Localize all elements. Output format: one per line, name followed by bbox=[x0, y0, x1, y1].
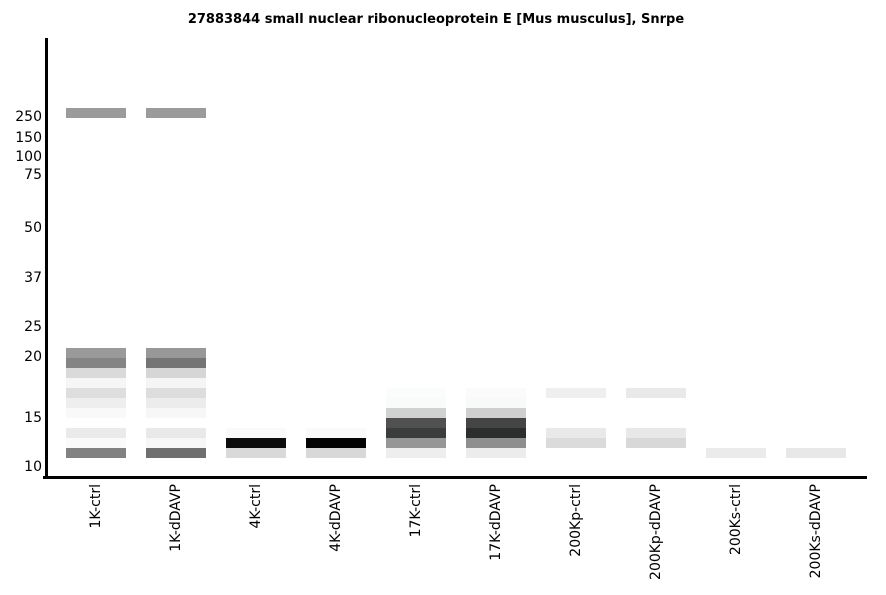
gel-band bbox=[146, 358, 206, 368]
gel-band bbox=[146, 408, 206, 418]
gel-band bbox=[66, 438, 126, 448]
gel-band bbox=[626, 388, 686, 398]
gel-band bbox=[146, 428, 206, 438]
y-axis-label: 75 bbox=[24, 167, 42, 183]
gel-band bbox=[146, 388, 206, 398]
y-axis-label: 20 bbox=[24, 349, 42, 365]
x-axis-label: 200Ks-dDAVP bbox=[808, 484, 824, 579]
y-axis-label: 50 bbox=[24, 220, 42, 236]
gel-band bbox=[146, 448, 206, 458]
gel-band bbox=[386, 408, 446, 418]
x-axis-line bbox=[43, 476, 867, 479]
x-axis-label: 1K-dDAVP bbox=[168, 484, 184, 552]
gel-band bbox=[386, 448, 446, 458]
gel-band bbox=[146, 398, 206, 408]
y-axis-label: 25 bbox=[24, 319, 42, 335]
gel-band bbox=[66, 378, 126, 388]
gel-band bbox=[466, 418, 526, 428]
gel-band bbox=[306, 448, 366, 458]
gel-band bbox=[66, 108, 126, 118]
gel-band bbox=[306, 438, 366, 448]
gel-band bbox=[466, 448, 526, 458]
gel-band bbox=[466, 398, 526, 408]
x-axis-label: 17K-ctrl bbox=[408, 484, 424, 538]
gel-band bbox=[226, 448, 286, 458]
gel-band bbox=[66, 358, 126, 368]
gel-band bbox=[226, 428, 286, 438]
x-axis-label: 200Ks-ctrl bbox=[728, 484, 744, 556]
gel-band bbox=[66, 448, 126, 458]
gel-band bbox=[306, 428, 366, 438]
gel-band bbox=[386, 428, 446, 438]
gel-band bbox=[146, 368, 206, 378]
gel-band bbox=[66, 368, 126, 378]
x-axis-label: 1K-ctrl bbox=[88, 484, 104, 529]
gel-band bbox=[66, 398, 126, 408]
y-axis-label: 10 bbox=[24, 459, 42, 475]
x-axis-label: 200Kp-ctrl bbox=[568, 484, 584, 557]
gel-band bbox=[466, 438, 526, 448]
gel-band bbox=[146, 108, 206, 118]
y-axis-label: 150 bbox=[15, 130, 42, 146]
gel-band bbox=[546, 388, 606, 398]
gel-band bbox=[386, 438, 446, 448]
gel-band bbox=[66, 428, 126, 438]
gel-band bbox=[626, 438, 686, 448]
gel-band bbox=[386, 398, 446, 408]
y-axis-label: 100 bbox=[15, 149, 42, 165]
x-axis-label: 4K-ctrl bbox=[248, 484, 264, 529]
x-axis-label: 4K-dDAVP bbox=[328, 484, 344, 552]
gel-band bbox=[66, 408, 126, 418]
gel-band bbox=[146, 378, 206, 388]
gel-band bbox=[546, 428, 606, 438]
chart-title: 27883844 small nuclear ribonucleoprotein… bbox=[187, 12, 685, 27]
y-axis-label: 15 bbox=[24, 410, 42, 426]
gel-band bbox=[706, 448, 766, 458]
x-axis-label: 17K-dDAVP bbox=[488, 484, 504, 561]
gel-band bbox=[626, 428, 686, 438]
gel-band bbox=[386, 388, 446, 398]
y-axis-label: 250 bbox=[15, 109, 42, 125]
gel-band bbox=[146, 348, 206, 358]
gel-band bbox=[786, 448, 846, 458]
y-axis-label: 37 bbox=[24, 270, 42, 286]
gel-band bbox=[386, 418, 446, 428]
gel-band bbox=[66, 348, 126, 358]
gel-band bbox=[466, 388, 526, 398]
gel-band bbox=[466, 428, 526, 438]
gel-band bbox=[466, 408, 526, 418]
gel-band bbox=[66, 388, 126, 398]
y-axis-line bbox=[45, 38, 48, 479]
gel-band bbox=[546, 438, 606, 448]
gel-band bbox=[226, 438, 286, 448]
gel-band bbox=[146, 438, 206, 448]
x-axis-label: 200Kp-dDAVP bbox=[648, 484, 664, 580]
